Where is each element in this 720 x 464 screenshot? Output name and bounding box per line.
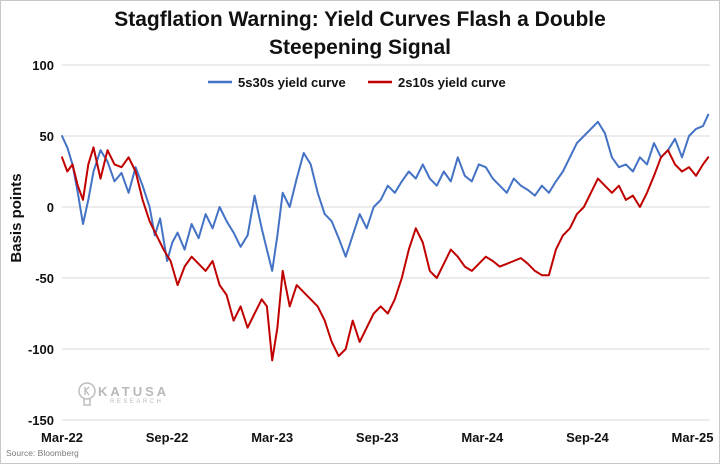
y-tick-label: 100: [32, 58, 54, 73]
logo-subtitle: RESEARCH: [110, 399, 164, 405]
chart-title-line-2: Steepening Signal: [268, 36, 452, 59]
source-note: Source: Bloomberg: [6, 448, 79, 458]
lightbulb-icon: [78, 382, 96, 406]
x-tick-label: Mar-25: [672, 430, 714, 445]
x-tick-label: Sep-24: [566, 430, 609, 445]
y-tick-label: -50: [35, 271, 54, 286]
logo-word: KATUSA: [98, 384, 170, 399]
series-line-2s10s: [61, 146, 710, 362]
y-tick-label: -100: [28, 342, 54, 357]
series-lines: [61, 113, 710, 362]
y-tick-label: 50: [40, 129, 54, 144]
y-tick-label: 0: [47, 200, 54, 215]
chart-title: Stagflation Warning: Yield Curves Flash …: [0, 6, 720, 62]
x-tick-label: Mar-23: [251, 430, 293, 445]
x-tick-label: Mar-24: [461, 430, 504, 445]
katusa-logo: KATUSA RESEARCH: [78, 380, 178, 410]
x-axis-ticks: Mar-22 Sep-22 Mar-23 Sep-23 Mar-24 Sep-24 Mar-…: [41, 430, 713, 445]
legend-label: 2s10s yield curve: [398, 75, 506, 90]
y-axis-ticks: 100 50 0 -50 -100 -150: [28, 58, 54, 428]
x-tick-label: Sep-22: [146, 430, 189, 445]
y-axis-label: Basis points: [8, 173, 25, 262]
legend-label: 5s30s yield curve: [238, 75, 346, 90]
x-tick-label: Mar-22: [41, 430, 83, 445]
x-tick-label: Sep-23: [356, 430, 399, 445]
legend: 5s30s yield curve 2s10s yield curve: [208, 75, 506, 90]
y-tick-label: -150: [28, 413, 54, 428]
chart-title-line-1: Stagflation Warning: Yield Curves Flash …: [114, 8, 606, 31]
gridlines: [62, 64, 710, 421]
series-line-5s30s: [61, 113, 710, 272]
